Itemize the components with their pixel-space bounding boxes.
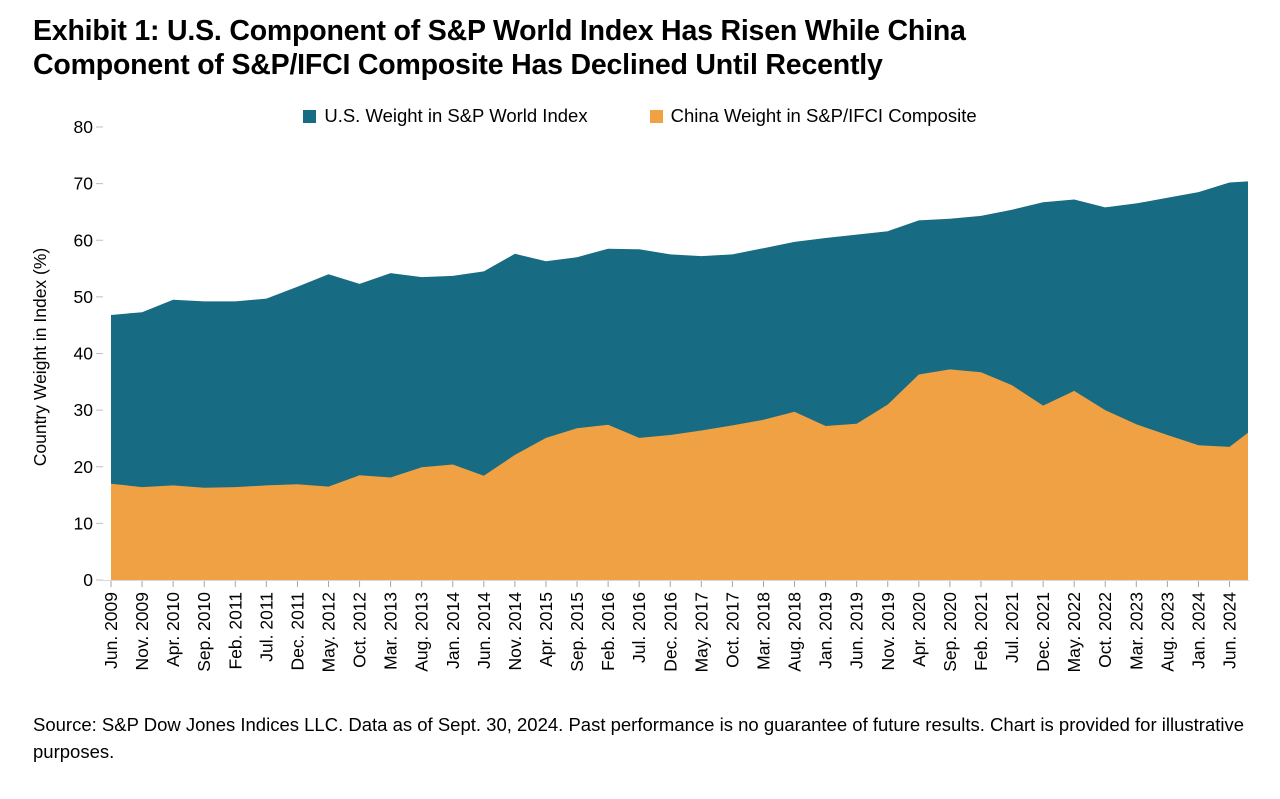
- x-axis-label: Jun. 2024: [1220, 592, 1240, 669]
- x-axis-label: Mar. 2013: [381, 592, 401, 670]
- legend-label-china: China Weight in S&P/IFCI Composite: [670, 105, 977, 126]
- x-axis-label: May. 2022: [1064, 592, 1084, 672]
- y-axis: 0 10 20 30 40 50 60 70 80: [74, 117, 103, 590]
- x-axis-label: Feb. 2016: [598, 592, 618, 671]
- x-axis-label: Dec. 2011: [287, 592, 307, 670]
- chart-legend: U.S. Weight in S&P World Index China Wei…: [0, 105, 1280, 127]
- x-axis-label: Nov. 2019: [878, 592, 898, 670]
- y-axis-label: 10: [74, 513, 94, 533]
- y-axis-label: 70: [74, 174, 94, 194]
- x-axis-label: Sep. 2020: [940, 592, 960, 672]
- x-axis-label: Nov. 2009: [132, 592, 152, 670]
- y-axis-label: 40: [74, 344, 94, 364]
- x-axis-label: Mar. 2018: [753, 592, 773, 670]
- x-axis-label: Apr. 2020: [909, 592, 929, 667]
- legend-label-us: U.S. Weight in S&P World Index: [324, 105, 588, 126]
- x-axis-label: Jan. 2024: [1188, 592, 1208, 669]
- x-axis-label: May. 2017: [691, 592, 711, 672]
- x-axis-label: Jun. 2014: [474, 592, 494, 669]
- y-axis-label: 20: [74, 457, 94, 477]
- x-axis-label: Sep. 2015: [567, 592, 587, 672]
- area-china: [111, 369, 1248, 580]
- x-axis-label: Feb. 2011: [225, 592, 245, 670]
- x-axis-label: Oct. 2022: [1095, 592, 1115, 668]
- chart-title-line-2: Component of S&P/IFCI Composite Has Decl…: [33, 49, 883, 81]
- y-axis-label: 30: [74, 400, 94, 420]
- chart-title: Exhibit 1: U.S. Component of S&P World I…: [33, 14, 966, 82]
- x-axis-label: Jan. 2014: [443, 592, 463, 669]
- x-axis-label: May. 2012: [318, 592, 338, 672]
- x-axis-label: Mar. 2023: [1126, 592, 1146, 670]
- x-axis-label: Feb. 2021: [971, 592, 991, 671]
- x-axis-label: Nov. 2014: [505, 592, 525, 671]
- x-axis-label: Jul. 2011: [256, 592, 276, 662]
- y-axis-title: Country Weight in Index (%): [30, 248, 50, 467]
- x-axis-label: Aug. 2018: [785, 592, 805, 672]
- x-axis-label: Apr. 2010: [163, 592, 183, 667]
- y-axis-label: 0: [83, 570, 93, 590]
- x-axis-label: Oct. 2017: [722, 592, 742, 668]
- x-axis-label: Dec. 2021: [1033, 592, 1053, 672]
- china-legend-swatch-icon: [649, 109, 663, 123]
- x-axis-label: Jun. 2009: [101, 592, 121, 669]
- area-series: [111, 181, 1248, 580]
- x-axis-label: Aug. 2023: [1157, 592, 1177, 672]
- x-axis-label: Sep. 2010: [194, 592, 214, 672]
- x-axis-label: Apr. 2015: [536, 592, 556, 667]
- x-axis-label: Jul. 2016: [629, 592, 649, 663]
- legend-item-china: China Weight in S&P/IFCI Composite: [649, 105, 977, 127]
- x-axis-label: Jun. 2019: [847, 592, 867, 669]
- x-axis-label: Dec. 2016: [660, 592, 680, 672]
- legend-item-us: U.S. Weight in S&P World Index: [303, 105, 588, 127]
- y-axis-label: 60: [74, 230, 94, 250]
- chart-title-line-1: Exhibit 1: U.S. Component of S&P World I…: [33, 15, 966, 47]
- us-legend-swatch-icon: [303, 109, 317, 123]
- x-axis-label: Oct. 2012: [350, 592, 370, 668]
- x-axis-label: Jan. 2019: [816, 592, 836, 669]
- y-axis-label: 50: [74, 287, 94, 307]
- source-note: Source: S&P Dow Jones Indices LLC. Data …: [33, 714, 1245, 762]
- x-axis-label: Jul. 2021: [1002, 592, 1022, 663]
- y-axis-label: 80: [74, 117, 94, 137]
- x-axis-label: Aug. 2013: [412, 592, 432, 672]
- x-axis: Jun. 2009 Nov. 2009 Apr. 2010 Sep. 2010 Feb.…: [101, 580, 1249, 672]
